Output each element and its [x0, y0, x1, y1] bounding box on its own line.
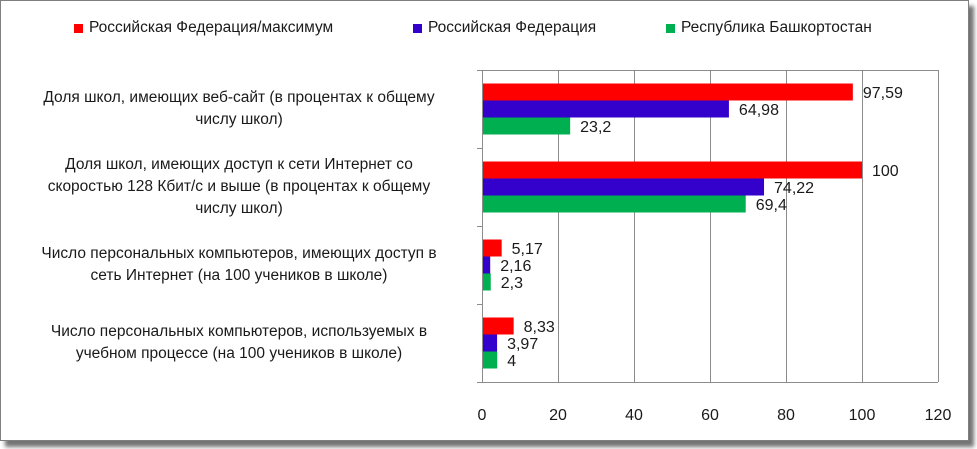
category-label-line: Число персональных компьютеров, использу…	[50, 323, 428, 340]
x-tick-label: 80	[777, 407, 795, 424]
x-tick-label: 120	[925, 407, 952, 424]
category-label: Доля школ, имеющих веб-сайт (в процентах…	[9, 87, 469, 131]
x-tick-label: 60	[701, 407, 719, 424]
category-label-line: Число персональных компьютеров, имеющих …	[41, 245, 437, 262]
category-label: Число персональных компьютеров, использу…	[9, 321, 469, 365]
legend: Российская Федерация/максимум Российская…	[1, 19, 970, 43]
x-tick-label: 100	[849, 407, 876, 424]
category-label: Число персональных компьютеров, имеющих …	[9, 243, 469, 287]
category-label: Доля школ, имеющих доступ к сети Интерне…	[9, 154, 469, 220]
category-label-line: числу школ)	[195, 111, 283, 128]
data-label: 64,98	[739, 102, 779, 119]
bar	[483, 178, 765, 196]
legend-item-rf: Российская Федерация	[413, 19, 596, 37]
bar	[483, 117, 571, 135]
category-label-line: Доля школ, имеющих доступ к сети Интерне…	[65, 156, 413, 173]
data-label: 3,97	[507, 336, 538, 353]
data-label: 4	[507, 353, 516, 370]
bar	[483, 273, 491, 291]
bar	[483, 195, 746, 213]
bar	[483, 317, 514, 335]
data-label: 100	[872, 163, 899, 180]
legend-swatch-green-icon	[666, 23, 675, 33]
category-label-line: учебном процессе (на 100 учеников в школ…	[75, 345, 403, 362]
bar	[483, 100, 729, 118]
x-tick-label: 40	[625, 407, 643, 424]
x-tick-label: 20	[549, 407, 567, 424]
bar	[483, 351, 498, 369]
legend-item-bashkortostan: Республика Башкортостан	[666, 19, 872, 37]
category-label-line: скоростью 128 Кбит/с и выше (в процентах…	[47, 178, 431, 195]
data-label: 2,3	[501, 275, 523, 292]
data-label: 8,33	[524, 319, 555, 336]
legend-swatch-red-icon	[74, 23, 83, 33]
data-label: 5,17	[512, 241, 543, 258]
data-label: 23,2	[580, 119, 611, 136]
bar-chart-plot: 0 20 40 60 80 100 120 97,59 64,98 23,2 100 74,2269,…	[477, 70, 952, 424]
legend-swatch-blue-icon	[413, 23, 422, 33]
bar	[483, 256, 491, 274]
legend-item-rf-max: Российская Федерация/максимум	[74, 19, 333, 37]
category-label-line: сеть Интернет (на 100 учеников в школе)	[90, 267, 388, 284]
category-label-line: числу школ)	[195, 200, 283, 217]
legend-label-rf: Российская Федерация	[428, 19, 597, 36]
data-label: 74,22	[774, 180, 814, 197]
data-label: 69,4	[756, 197, 787, 214]
data-label: 97,59	[863, 85, 903, 102]
bar	[483, 83, 853, 101]
bar	[483, 239, 502, 257]
legend-label-rf-max: Российская Федерация/максимум	[89, 19, 334, 36]
bar	[483, 161, 862, 179]
legend-label-bashkortostan: Республика Башкортостан	[681, 19, 872, 36]
category-label-line: Доля школ, имеющих веб-сайт (в процентах…	[43, 89, 435, 106]
bar	[483, 334, 498, 352]
chart-frame: Российская Федерация/максимум Российская…	[0, 0, 969, 441]
data-label: 2,16	[500, 258, 531, 275]
x-tick-label: 0	[478, 407, 487, 424]
